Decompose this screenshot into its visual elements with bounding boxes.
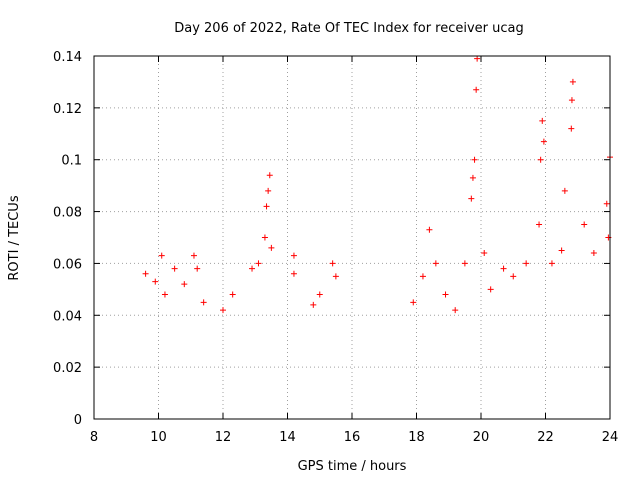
data-point: [468, 195, 475, 202]
chart-title: Day 206 of 2022, Rate Of TEC Index for r…: [174, 21, 524, 36]
data-point: [310, 301, 317, 308]
x-tick-label: 8: [90, 430, 98, 445]
data-points: [142, 55, 613, 314]
y-tick-label: 0.02: [53, 361, 82, 376]
y-tick-label: 0.12: [53, 102, 82, 117]
data-point: [419, 273, 426, 280]
data-point: [590, 250, 597, 257]
y-tick-label: 0.06: [53, 257, 82, 272]
data-point: [474, 55, 481, 62]
axis-ticks: 8 10 12 14 16 18 20 22 24 0 0.02 0.04 0.06 0.08 0.1 0.1…: [53, 50, 618, 445]
y-tick-label: 0.08: [53, 206, 82, 221]
x-tick-label: 14: [279, 430, 296, 445]
data-point: [523, 260, 530, 267]
data-point: [255, 260, 262, 267]
data-point: [266, 172, 273, 179]
data-point: [473, 86, 480, 93]
x-tick-label: 20: [473, 430, 490, 445]
data-point: [548, 260, 555, 267]
data-point: [220, 307, 226, 314]
data-point: [568, 97, 575, 104]
data-point: [290, 270, 297, 277]
x-tick-label: 12: [215, 430, 232, 445]
data-point: [510, 273, 517, 280]
data-point: [558, 247, 565, 254]
data-point: [263, 203, 270, 210]
data-point: [229, 291, 236, 298]
data-point: [316, 291, 323, 298]
data-point: [603, 200, 610, 207]
data-point: [329, 260, 336, 267]
data-point: [537, 156, 544, 163]
data-point: [161, 291, 168, 298]
data-point: [569, 78, 576, 85]
data-point: [268, 244, 275, 251]
x-tick-label: 24: [602, 430, 619, 445]
data-point: [481, 250, 488, 257]
data-point: [536, 221, 543, 228]
x-tick-label: 18: [408, 430, 425, 445]
y-axis-label: ROTI / TECUs: [7, 195, 22, 280]
data-point: [500, 265, 507, 272]
data-point: [461, 260, 468, 267]
data-point: [540, 138, 547, 145]
data-point: [181, 281, 188, 288]
data-point: [152, 278, 159, 285]
data-point: [442, 291, 449, 298]
y-tick-label: 0: [74, 413, 82, 428]
x-axis-label: GPS time / hours: [298, 459, 407, 474]
data-point: [568, 125, 575, 132]
y-tick-label: 0.1: [61, 154, 82, 169]
data-point: [561, 187, 568, 194]
x-tick-label: 10: [150, 430, 167, 445]
data-point: [171, 265, 178, 272]
x-tick-label: 16: [344, 430, 361, 445]
x-tick-label: 22: [537, 430, 554, 445]
data-point: [200, 299, 207, 306]
data-point: [194, 265, 201, 272]
data-point: [432, 260, 439, 267]
data-point: [265, 187, 272, 194]
data-point: [487, 286, 494, 293]
data-point: [332, 273, 339, 280]
data-point: [249, 265, 256, 272]
grid-lines: [94, 56, 610, 419]
data-point: [469, 174, 476, 181]
y-tick-label: 0.14: [53, 50, 82, 65]
data-point: [158, 252, 165, 259]
y-tick-label: 0.04: [53, 309, 82, 324]
data-point: [290, 252, 297, 259]
data-point: [581, 221, 588, 228]
data-point: [142, 270, 149, 277]
data-point: [539, 117, 546, 124]
data-point: [426, 226, 433, 233]
data-point: [410, 299, 417, 306]
data-point: [452, 307, 459, 314]
data-point: [471, 156, 478, 163]
data-point: [261, 234, 268, 241]
data-point: [190, 252, 197, 259]
